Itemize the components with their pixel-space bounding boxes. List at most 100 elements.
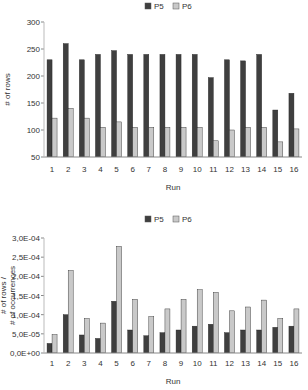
bar xyxy=(262,300,267,353)
bars xyxy=(47,246,299,353)
x-tick-label: 13 xyxy=(241,165,250,174)
bar xyxy=(246,127,251,157)
x-tick-label: 13 xyxy=(241,359,250,368)
x-tick-label: 12 xyxy=(225,359,234,368)
bar xyxy=(224,333,229,353)
x-tick-label: 3 xyxy=(82,165,87,174)
bar xyxy=(112,51,117,157)
x-tick-label: 11 xyxy=(209,165,218,174)
x-axis xyxy=(44,353,302,354)
bar xyxy=(278,142,283,157)
bar xyxy=(289,93,294,157)
bar xyxy=(165,309,170,353)
bar xyxy=(224,60,229,157)
bar xyxy=(289,326,294,353)
bar xyxy=(68,271,73,353)
legend-label: P6 xyxy=(182,215,192,224)
x-tick-label: 6 xyxy=(130,165,135,174)
chart: P5P60,0E+005,0E-051,0E-041,5E-042,0E-042… xyxy=(0,215,302,386)
bar xyxy=(100,323,105,353)
bar xyxy=(63,44,68,157)
bar xyxy=(229,311,234,353)
bar xyxy=(197,127,202,157)
y-tick-label: 0,0E+00 xyxy=(10,349,41,358)
y-axis-label: # of occurrences xyxy=(8,266,17,325)
legend-swatch xyxy=(145,216,151,222)
chart: P5P650100150200250300# of rows1234567891… xyxy=(3,2,302,192)
bar xyxy=(246,307,251,353)
y-axis-label: # of rows xyxy=(3,73,12,105)
x-tick-label: 8 xyxy=(163,359,168,368)
bar xyxy=(128,54,133,157)
x-tick-label: 12 xyxy=(225,165,234,174)
x-tick-label: 5 xyxy=(114,359,119,368)
bar xyxy=(294,309,299,353)
bar xyxy=(149,317,154,353)
x-tick-label: 15 xyxy=(273,359,282,368)
bar xyxy=(176,330,181,353)
bar xyxy=(133,299,138,353)
x-tick-label: 16 xyxy=(289,359,298,368)
legend-swatch xyxy=(173,3,179,9)
bar xyxy=(47,343,52,353)
legend-swatch xyxy=(173,216,179,222)
bar xyxy=(273,327,278,353)
bar xyxy=(192,54,197,157)
y-tick-label: 250 xyxy=(27,45,41,54)
x-tick-label: 9 xyxy=(179,359,184,368)
x-tick-label: 9 xyxy=(179,165,184,174)
y-tick-label: 100 xyxy=(27,126,41,135)
x-tick-label: 7 xyxy=(147,359,152,368)
bar xyxy=(68,108,73,157)
bar xyxy=(208,324,213,353)
x-tick-label: 4 xyxy=(98,165,103,174)
bar xyxy=(278,319,283,354)
bar xyxy=(144,54,149,157)
x-tick-label: 16 xyxy=(289,165,298,174)
y-tick-label: 2,5E-04 xyxy=(12,253,41,262)
x-tick-label: 2 xyxy=(66,359,71,368)
x-tick-label: 10 xyxy=(193,359,202,368)
bar xyxy=(52,335,57,353)
bar xyxy=(52,118,57,157)
y-axis xyxy=(44,22,45,157)
x-tick-label: 14 xyxy=(257,359,266,368)
y-tick-label: 5,0E-05 xyxy=(12,330,41,339)
x-axis-label: Run xyxy=(166,377,181,386)
x-axis xyxy=(44,157,302,158)
x-tick-label: 5 xyxy=(114,165,119,174)
bar xyxy=(100,127,105,157)
bar xyxy=(181,127,186,157)
bar xyxy=(160,54,165,157)
bar xyxy=(144,336,149,353)
bar xyxy=(262,127,267,157)
bar xyxy=(117,122,122,157)
x-tick-label: 11 xyxy=(209,359,218,368)
x-tick-label: 7 xyxy=(147,165,152,174)
bar xyxy=(63,315,68,353)
bar xyxy=(128,330,133,353)
figure: P5P650100150200250300# of rows1234567891… xyxy=(0,0,308,390)
legend-label: P5 xyxy=(154,215,164,224)
bar xyxy=(84,118,89,157)
y-axis-label: # of rows / xyxy=(0,276,8,314)
bar xyxy=(133,127,138,157)
y-axis xyxy=(44,238,45,353)
x-tick-label: 1 xyxy=(50,165,55,174)
x-tick-label: 15 xyxy=(273,165,282,174)
bar xyxy=(95,338,100,353)
bar xyxy=(197,290,202,353)
y-tick-label: 50 xyxy=(31,153,40,162)
x-tick-label: 4 xyxy=(98,359,103,368)
legend-swatch xyxy=(145,3,151,9)
legend-label: P6 xyxy=(182,2,192,11)
bar xyxy=(241,330,246,353)
bar xyxy=(208,78,213,157)
bar xyxy=(213,292,218,353)
x-tick-label: 6 xyxy=(130,359,135,368)
legend-label: P5 xyxy=(154,2,164,11)
bar xyxy=(117,246,122,353)
x-tick-label: 14 xyxy=(257,165,266,174)
bar xyxy=(47,60,52,157)
x-tick-label: 3 xyxy=(82,359,87,368)
